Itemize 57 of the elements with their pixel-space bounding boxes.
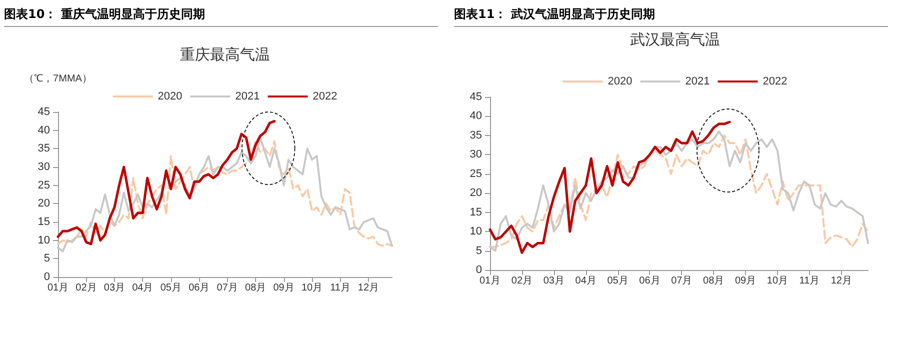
legend-label: 2021 (685, 76, 710, 88)
y-axis-title: （℃，7MMA） (24, 74, 92, 84)
legend-label: 2022 (762, 76, 788, 88)
y-tick-label: 20 (470, 187, 482, 200)
y-tick-label: 30 (470, 148, 482, 161)
y-tick-label: 20 (38, 198, 50, 210)
y-tick-label: 45 (470, 91, 482, 103)
y-tick-label: 35 (470, 129, 482, 142)
x-tick-label: 09月 (273, 282, 294, 294)
x-tick-label: 07月 (216, 282, 238, 294)
y-tick-label: 30 (38, 161, 50, 173)
chart-subtitle: 武汉最高气温 (630, 30, 720, 48)
legend-label: 2022 (312, 90, 338, 102)
x-tick-label: 11月 (330, 282, 350, 294)
chart-title: 图表10： 重庆气温明显高于历史同期 (4, 6, 438, 27)
y-tick-label: 10 (38, 234, 50, 246)
chart-title: 图表11： 武汉气温明显高于历史同期 (454, 6, 888, 27)
x-tick-label: 05月 (607, 276, 628, 286)
line-series (488, 120, 731, 254)
y-tick-label: 10 (470, 226, 482, 238)
x-tick-label: 03月 (543, 276, 564, 286)
y-tick-label: 0 (44, 271, 50, 283)
x-tick-label: 08月 (703, 276, 724, 286)
x-tick-label: 02月 (76, 282, 97, 294)
x-tick-label: 11月 (799, 276, 820, 286)
x-tick-label: 02月 (511, 276, 533, 286)
x-tick-label: 07月 (671, 276, 692, 286)
y-tick-label: 0 (476, 264, 482, 276)
x-tick-label: 08月 (245, 282, 266, 294)
y-tick-label: 5 (44, 252, 50, 265)
legend-label: 2020 (158, 90, 182, 102)
x-tick-label: 12月 (358, 282, 380, 294)
x-tick-label: 05月 (160, 282, 182, 294)
legend-label: 2021 (235, 90, 260, 102)
line-series (56, 120, 276, 246)
x-tick-label: 10月 (766, 276, 788, 286)
x-tick-label: 03月 (104, 282, 126, 294)
y-tick-label: 5 (476, 244, 482, 257)
y-tick-label: 15 (470, 206, 482, 218)
x-tick-label: 04月 (575, 276, 596, 286)
y-tick-label: 25 (38, 179, 50, 192)
x-tick-label: 10月 (301, 282, 323, 294)
y-tick-label: 15 (38, 216, 50, 228)
x-tick-label: 06月 (639, 276, 660, 286)
y-tick-label: 35 (38, 142, 50, 155)
x-tick-label: 09月 (734, 276, 756, 286)
y-tick-label: 40 (38, 124, 50, 136)
x-tick-label: 12月 (830, 276, 852, 286)
y-tick-label: 45 (38, 106, 50, 118)
chart-subtitle: 重庆最高气温 (180, 46, 270, 64)
legend-label: 2020 (608, 76, 632, 88)
y-tick-label: 25 (470, 168, 482, 180)
x-tick-label: 01月 (47, 282, 69, 294)
y-tick-label: 40 (470, 110, 482, 122)
x-tick-label: 04月 (132, 282, 154, 294)
x-tick-label: 06月 (188, 282, 210, 294)
x-tick-label: 01月 (479, 276, 501, 286)
